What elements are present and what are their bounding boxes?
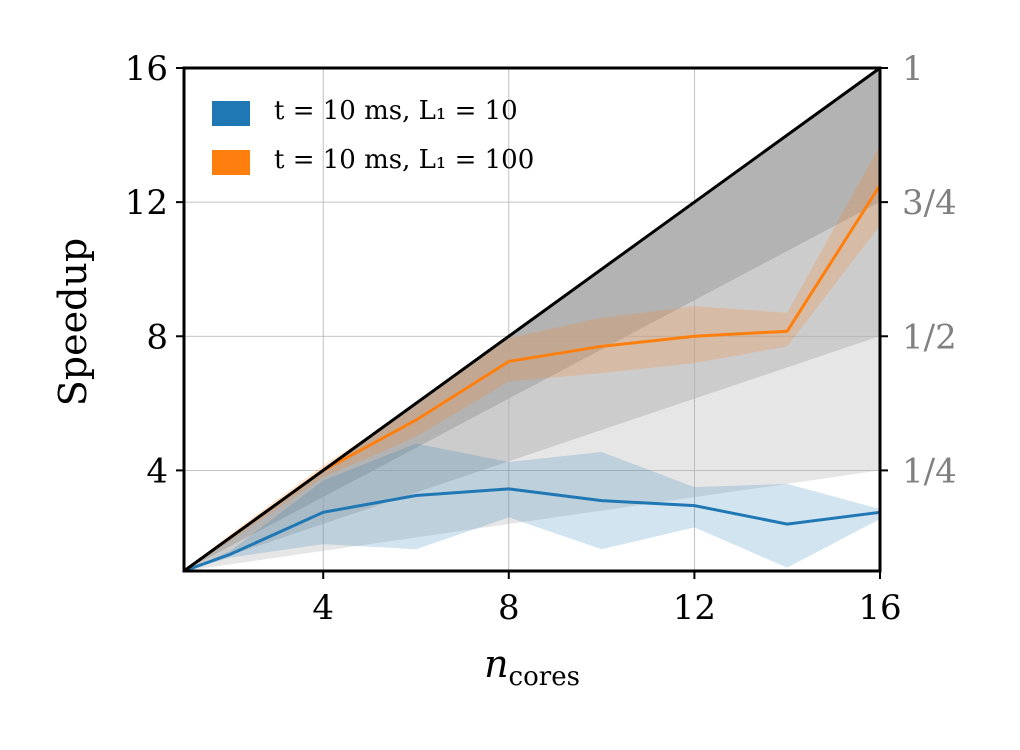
y-tick-label-2: 12 (125, 183, 168, 223)
y-tick-label-1: 8 (146, 317, 168, 357)
axis-ticks: 4 8 12 16 4 8 12 16 1/4 1/2 3/4 1 (125, 49, 957, 628)
x-tick-label-1: 8 (498, 588, 520, 628)
y-tick-label-0: 4 (146, 451, 168, 491)
plot-frame (182, 66, 882, 573)
right-tick-label-0: 1/4 (902, 451, 957, 491)
x-axis-label: ncores (484, 642, 580, 692)
x-tick-label-3: 16 (858, 588, 901, 628)
legend: t = 10 ms, L₁ = 10 t = 10 ms, L₁ = 100 (212, 96, 534, 175)
right-tick-label-1: 1/2 (902, 317, 957, 357)
ci-band-series-0 (184, 443, 880, 571)
x-axis-label-main: n (484, 642, 508, 686)
y-axis-label: Speedup (51, 238, 95, 406)
x-tick-label-0: 4 (312, 588, 334, 628)
right-tick-label-2: 3/4 (902, 183, 957, 223)
legend-label-l1-10: t = 10 ms, L₁ = 10 (274, 96, 518, 126)
efficiency-band-2 (184, 336, 880, 571)
ideal-speedup-line (183, 66, 881, 573)
x-axis-label-sub: cores (509, 662, 580, 692)
legend-label-l1-100: t = 10 ms, L₁ = 100 (274, 145, 534, 175)
legend-swatch-l1-100 (212, 150, 250, 175)
y-tick-label-3: 16 (125, 49, 168, 89)
efficiency-band-1 (184, 202, 880, 571)
legend-swatch-l1-10 (212, 101, 250, 126)
x-tick-label-2: 12 (673, 588, 716, 628)
right-tick-label-3: 1 (902, 49, 924, 89)
